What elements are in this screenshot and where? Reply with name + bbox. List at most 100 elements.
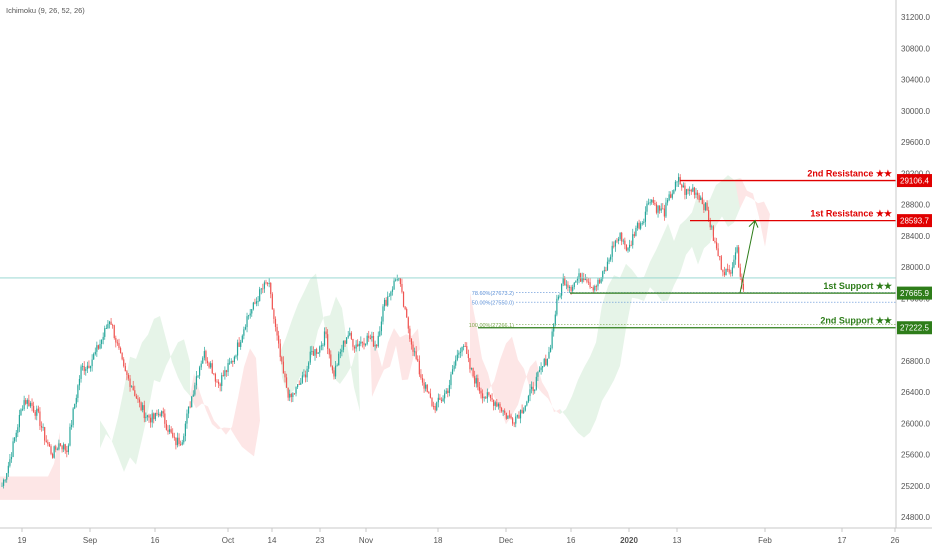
candle-body	[31, 402, 33, 406]
candle-body	[51, 453, 54, 458]
candle-body	[450, 374, 452, 386]
candle-body	[112, 324, 114, 326]
candle-body	[304, 374, 307, 378]
candle-body	[643, 221, 645, 223]
candle-body	[418, 360, 420, 375]
candle-body	[523, 410, 525, 413]
candle-body	[259, 289, 261, 302]
candle-body	[477, 378, 479, 388]
price-tag-background	[897, 286, 932, 300]
candle-body	[685, 189, 688, 195]
candle-body	[284, 373, 286, 378]
candle-body	[470, 368, 473, 370]
candle-body	[480, 390, 482, 394]
candle-body	[346, 337, 348, 344]
price-tags: 29106.4 28593.7 27665.9 27222.5	[897, 174, 932, 335]
candle-body	[579, 273, 582, 282]
candle-body	[583, 277, 585, 281]
candle-body	[349, 332, 351, 336]
candle-body	[734, 252, 737, 260]
candle-body	[715, 242, 718, 249]
candle-body	[366, 335, 368, 345]
y-tick-label: 30400.0	[901, 76, 930, 85]
candle-body	[353, 346, 356, 349]
candle-body	[548, 351, 550, 359]
candle-body	[380, 321, 383, 332]
candle-body	[217, 381, 220, 385]
candle-body	[532, 386, 534, 392]
candle-body	[29, 402, 32, 407]
candle-body	[391, 289, 394, 292]
candle-body	[654, 202, 656, 205]
candle-body	[444, 393, 446, 399]
candle-body	[97, 345, 100, 349]
candle-body	[562, 277, 564, 284]
candle-body	[170, 429, 172, 433]
candle-body	[172, 432, 174, 437]
candle-body	[469, 358, 471, 370]
price-tag-value: 29106.4	[900, 177, 929, 186]
candle-body	[44, 427, 46, 441]
candle-body	[323, 331, 326, 346]
candle-body	[311, 351, 313, 352]
candle-body	[682, 185, 684, 188]
candle-body	[100, 339, 103, 344]
candle-body	[105, 328, 107, 329]
candle-body	[211, 363, 213, 374]
candle-body	[131, 386, 133, 388]
candle-body	[641, 222, 643, 224]
candle-body	[385, 299, 387, 306]
y-tick-label: 29200.0	[901, 169, 930, 178]
candle-body	[262, 288, 264, 290]
candle-body	[696, 192, 699, 196]
candle-body	[527, 395, 530, 402]
candle-body	[70, 424, 73, 427]
candle-body	[167, 429, 169, 432]
candle-body	[741, 276, 743, 284]
candle-body	[78, 378, 81, 386]
candle-body	[730, 272, 732, 274]
candle-body	[221, 375, 223, 386]
candle-body	[461, 346, 463, 352]
candle-body	[508, 415, 511, 417]
candle-body	[233, 356, 235, 363]
candle-body	[489, 394, 492, 399]
candle-body	[451, 369, 454, 375]
ichimoku-cloud	[0, 175, 770, 500]
candle-body	[372, 335, 375, 347]
candle-body	[632, 234, 634, 246]
candle-body	[333, 370, 335, 377]
candle-body	[203, 351, 205, 358]
candle-body	[459, 351, 462, 353]
candle-body	[20, 409, 22, 415]
candle-body	[516, 415, 518, 417]
candle-body	[224, 370, 226, 376]
candle-body	[742, 283, 745, 290]
candle-body	[497, 403, 499, 407]
candle-body	[14, 437, 16, 442]
candle-body	[586, 279, 588, 282]
candle-body	[325, 331, 327, 335]
candle-body	[361, 341, 364, 343]
candle-body	[205, 351, 207, 361]
x-tick-label: Sep	[83, 536, 98, 545]
candle-body	[556, 298, 558, 315]
candle-body	[512, 418, 514, 424]
candle-body	[382, 306, 384, 322]
candle-body	[270, 282, 272, 295]
candle-body	[235, 355, 237, 357]
candle-body	[138, 399, 141, 403]
candle-body	[383, 299, 386, 307]
candle-body	[276, 326, 278, 336]
candle-body	[180, 444, 182, 445]
candle-body	[426, 384, 428, 392]
y-tick-label: 25600.0	[901, 451, 930, 460]
fib-label: 78.60%(27673.2)	[472, 291, 514, 297]
candle-body	[676, 181, 678, 183]
candle-body	[603, 270, 605, 272]
candle-body	[570, 287, 572, 291]
candle-body	[230, 361, 232, 363]
candle-body	[199, 367, 201, 376]
candle-body	[355, 344, 357, 349]
candle-body	[184, 423, 186, 437]
